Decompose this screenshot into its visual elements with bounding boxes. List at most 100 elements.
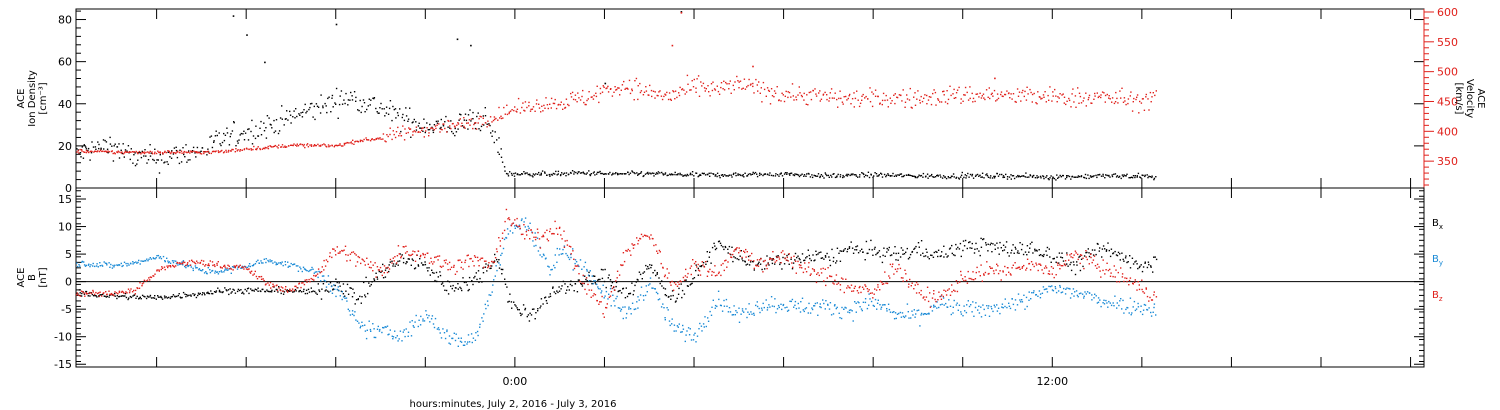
data-point — [1122, 175, 1124, 178]
data-point — [415, 314, 417, 317]
data-point — [188, 150, 190, 152]
data-point — [476, 115, 478, 118]
data-point — [194, 262, 197, 265]
data-point — [646, 291, 648, 293]
data-point — [647, 284, 650, 286]
data-point — [674, 98, 676, 100]
data-point — [588, 289, 590, 291]
data-point — [988, 315, 991, 317]
data-point — [676, 285, 679, 287]
data-point — [412, 325, 414, 327]
data-point — [919, 175, 922, 177]
data-point — [105, 141, 108, 143]
data-point — [913, 175, 915, 177]
data-point — [149, 279, 151, 281]
data-point — [735, 310, 737, 312]
data-point — [605, 306, 607, 309]
data-point — [881, 281, 883, 284]
data-point — [864, 259, 866, 261]
data-point — [835, 262, 837, 264]
data-point — [503, 229, 506, 232]
data-point — [865, 174, 867, 176]
data-point — [924, 299, 926, 301]
data-point — [709, 310, 711, 313]
data-point — [275, 262, 278, 264]
data-point — [146, 258, 148, 260]
data-point — [671, 280, 673, 283]
data-point — [283, 146, 285, 148]
data-point — [611, 287, 613, 290]
data-point — [153, 297, 156, 299]
data-point — [180, 161, 183, 163]
data-point — [1108, 97, 1110, 99]
data-point — [282, 290, 284, 292]
data-point — [250, 288, 252, 290]
data-point — [274, 261, 276, 263]
data-point — [97, 141, 99, 143]
data-point — [255, 260, 258, 263]
data-point — [1048, 178, 1050, 181]
data-point — [969, 86, 971, 88]
data-point — [488, 124, 490, 126]
data-point — [1149, 176, 1151, 178]
data-point — [836, 176, 838, 178]
data-point — [940, 255, 942, 257]
data-point — [645, 86, 647, 88]
data-point — [849, 93, 851, 96]
data-point — [1155, 296, 1158, 298]
data-point — [128, 151, 130, 154]
data-point — [85, 292, 87, 294]
data-point — [507, 301, 509, 303]
data-point — [758, 261, 760, 263]
data-point — [303, 268, 306, 270]
data-point — [1020, 248, 1023, 251]
data-point — [599, 170, 601, 173]
data-point — [974, 100, 976, 103]
data-point — [735, 248, 737, 251]
data-point — [263, 130, 266, 132]
data-point — [528, 101, 530, 104]
data-point — [318, 290, 321, 293]
data-point — [404, 252, 407, 254]
data-point — [460, 341, 463, 343]
data-point — [801, 95, 803, 98]
data-point — [958, 304, 961, 306]
data-point — [608, 274, 610, 276]
data-point — [584, 275, 586, 277]
data-point — [273, 119, 275, 122]
data-point — [1102, 302, 1104, 304]
data-point — [81, 260, 84, 263]
data-point — [1005, 274, 1007, 276]
data-point — [440, 126, 442, 129]
data-point — [531, 232, 534, 234]
data-point — [814, 259, 816, 261]
data-point — [777, 304, 780, 307]
data-point — [1078, 175, 1081, 178]
data-point — [995, 100, 997, 102]
data-point — [962, 240, 965, 242]
data-point — [739, 173, 741, 176]
data-point — [211, 146, 214, 149]
data-point — [776, 256, 778, 258]
data-point — [1035, 262, 1037, 264]
data-point — [996, 172, 998, 175]
data-point — [461, 122, 463, 124]
data-point — [266, 289, 268, 291]
data-point — [1010, 252, 1012, 254]
data-point — [1099, 173, 1101, 176]
data-point — [815, 281, 818, 284]
data-point — [174, 152, 176, 154]
data-point — [941, 251, 943, 253]
data-point — [180, 263, 182, 265]
data-point — [930, 305, 932, 308]
data-point — [638, 271, 641, 273]
data-point — [182, 291, 185, 294]
data-point — [736, 258, 738, 260]
data-point — [1058, 176, 1060, 178]
data-point — [394, 256, 396, 258]
data-point — [540, 174, 542, 176]
data-point — [331, 97, 333, 99]
data-point — [1105, 250, 1108, 252]
data-point — [199, 292, 201, 295]
data-point — [501, 161, 504, 163]
